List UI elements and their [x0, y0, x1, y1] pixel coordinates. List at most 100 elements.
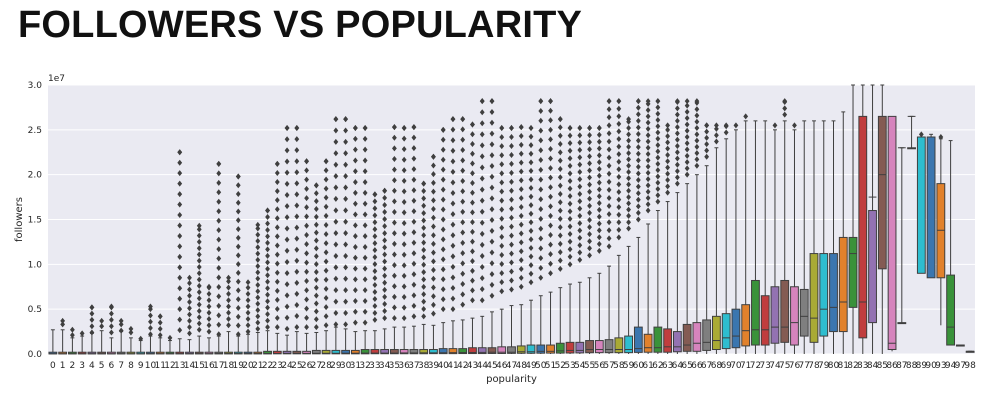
outlier-point — [635, 177, 641, 184]
outlier-point — [518, 133, 524, 140]
outlier-point — [323, 212, 329, 219]
outlier-point — [216, 283, 222, 290]
outlier-point — [216, 255, 222, 262]
outlier-point — [421, 283, 427, 290]
box-47 — [507, 125, 516, 354]
outlier-point — [235, 287, 241, 294]
x-tick-label: 66 — [691, 361, 703, 371]
box — [790, 286, 799, 346]
outlier-point — [528, 219, 534, 226]
outlier-point — [616, 143, 622, 150]
outlier-point — [392, 251, 397, 258]
outlier-point — [655, 192, 661, 199]
outlier-point — [587, 216, 592, 223]
outlier-point — [684, 140, 690, 147]
outlier-point — [304, 231, 309, 238]
outlier-point — [577, 227, 583, 234]
outlier-point — [265, 285, 270, 292]
outlier-point — [69, 332, 75, 339]
outlier-point — [216, 198, 222, 205]
outlier-point — [362, 319, 368, 326]
outlier-point — [489, 292, 495, 299]
outlier-point — [284, 203, 290, 210]
outlier-point — [343, 252, 349, 259]
x-tick-label: 43 — [467, 361, 478, 371]
outlier-point — [294, 158, 300, 165]
outlier-point — [294, 191, 300, 198]
box — [380, 349, 390, 355]
outlier-point — [645, 188, 651, 195]
outlier-point — [460, 219, 466, 226]
outlier-point — [577, 154, 583, 161]
box-14 — [185, 274, 194, 355]
outlier-point — [274, 278, 280, 285]
outlier-point — [343, 138, 349, 145]
outlier-point — [596, 131, 602, 138]
outlier-point — [187, 280, 192, 287]
box — [702, 319, 712, 351]
box-76 — [790, 122, 799, 354]
outlier-point — [274, 315, 280, 322]
outlier-point — [528, 176, 534, 183]
outlier-point — [216, 170, 222, 177]
outlier-point — [460, 260, 466, 267]
outlier-point — [489, 281, 495, 288]
outlier-point — [596, 193, 602, 200]
outlier-point — [616, 189, 622, 196]
outlier-point — [294, 213, 300, 220]
x-tick-label: 15 — [194, 361, 205, 371]
outlier-point — [265, 324, 270, 331]
outlier-point — [616, 98, 622, 105]
outlier-point — [343, 310, 349, 317]
outlier-point — [557, 182, 563, 189]
outlier-point — [187, 317, 192, 324]
outlier-point — [362, 233, 368, 240]
outlier-point — [294, 180, 300, 187]
outlier-point — [645, 119, 651, 126]
outlier-point — [323, 194, 329, 201]
outlier-point — [596, 247, 602, 254]
outlier-point — [470, 199, 475, 206]
outlier-point — [450, 189, 456, 196]
x-tick-label: 8 — [128, 361, 134, 371]
outlier-point — [372, 296, 378, 303]
outlier-point — [284, 236, 290, 243]
outlier-point — [148, 312, 153, 319]
box-89 — [916, 131, 926, 274]
outlier-point — [274, 233, 280, 240]
outlier-point — [382, 300, 388, 307]
outlier-point — [499, 261, 505, 268]
outlier-point — [528, 236, 534, 243]
outlier-point — [587, 252, 592, 259]
outlier-point — [450, 221, 456, 228]
box — [633, 326, 643, 353]
outlier-point — [440, 166, 446, 173]
box-21 — [253, 221, 263, 355]
box-98 — [965, 350, 975, 353]
outlier-point — [626, 187, 631, 194]
outlier-point — [655, 135, 661, 142]
outlier-point — [109, 329, 114, 336]
outlier-point — [411, 208, 417, 215]
outlier-point — [587, 238, 592, 245]
outlier-point — [401, 125, 407, 132]
outlier-point — [489, 173, 495, 180]
x-tick-label: 90 — [925, 361, 937, 371]
x-tick-label: 81 — [838, 361, 849, 371]
outlier-point — [743, 113, 749, 120]
outlier-point — [616, 113, 622, 120]
outlier-point — [674, 161, 680, 168]
outlier-point — [274, 242, 280, 249]
outlier-point — [470, 238, 475, 245]
outlier-point — [538, 264, 544, 271]
outlier-point — [450, 242, 456, 249]
outlier-point — [460, 167, 466, 174]
box-82 — [848, 84, 858, 354]
outlier-point — [265, 226, 270, 233]
outlier-point — [450, 158, 456, 165]
box-42 — [458, 116, 468, 355]
outlier-point — [255, 307, 261, 314]
outlier-point — [284, 191, 290, 198]
x-tick-label: 72 — [750, 361, 761, 371]
outlier-point — [460, 136, 466, 143]
